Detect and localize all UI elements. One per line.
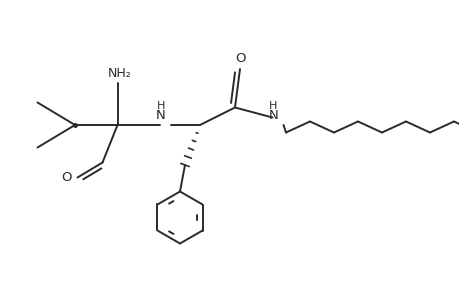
Text: H: H xyxy=(157,101,165,111)
Text: O: O xyxy=(234,52,245,65)
Text: N: N xyxy=(268,109,278,122)
Text: N: N xyxy=(156,109,166,122)
Text: NH₂: NH₂ xyxy=(108,67,132,80)
Text: H: H xyxy=(269,101,277,111)
Text: O: O xyxy=(61,171,71,184)
